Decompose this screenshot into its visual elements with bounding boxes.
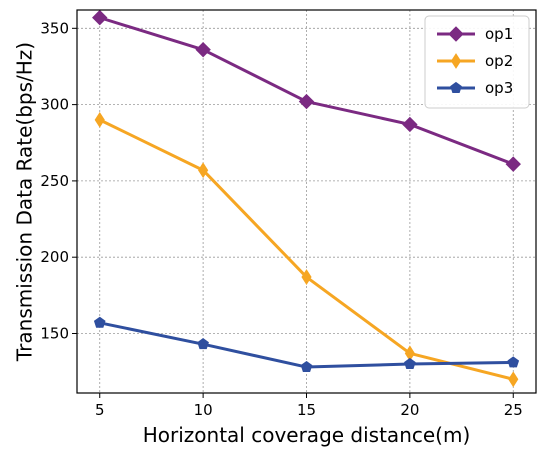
y-tick-label: 250 xyxy=(40,172,69,190)
data-point-op1 xyxy=(298,93,315,110)
series-line-op3 xyxy=(99,321,514,369)
y-axis-label: Transmission Data Rate(bps/Hz) xyxy=(13,42,37,362)
data-point-op3 xyxy=(404,357,416,369)
x-tick-label: 10 xyxy=(194,401,213,419)
series-op2 xyxy=(94,111,519,388)
legend-box xyxy=(424,15,530,109)
data-point-op1 xyxy=(505,156,521,172)
data-point-op3 xyxy=(507,356,520,368)
legend-marker-op3 xyxy=(450,81,462,93)
data-point-op3 xyxy=(300,360,313,373)
series-layer xyxy=(92,9,521,388)
data-point-op1 xyxy=(195,41,211,58)
x-tick-label: 25 xyxy=(504,401,523,419)
data-point-op3 xyxy=(197,338,209,350)
data-point-op1 xyxy=(92,9,108,26)
series-op3 xyxy=(93,316,520,373)
legend-label-op2: op2 xyxy=(485,52,513,70)
legend-label-op3: op3 xyxy=(485,79,513,97)
data-point-op2 xyxy=(198,162,209,179)
series-op1 xyxy=(92,9,521,172)
x-tick-label: 15 xyxy=(297,401,316,419)
y-tick-label: 300 xyxy=(40,96,69,114)
legend-label-op1: op1 xyxy=(485,25,513,43)
data-point-op2 xyxy=(508,371,519,388)
data-point-op3 xyxy=(93,316,106,328)
data-point-op2 xyxy=(94,111,105,128)
legend-marker-op2 xyxy=(450,53,462,69)
y-tick-label: 200 xyxy=(40,248,69,266)
y-tick-label: 350 xyxy=(40,19,69,37)
y-axis-ticks: 150 200 250 300 350 xyxy=(40,19,77,342)
legend: op1 op2 op3 xyxy=(424,15,530,109)
x-tick-label: 20 xyxy=(400,401,419,419)
x-axis-ticks: 5 10 15 20 25 xyxy=(95,393,523,419)
legend-marker-op1 xyxy=(448,26,464,42)
y-tick-label: 150 xyxy=(40,324,69,342)
x-tick-label: 5 xyxy=(95,401,105,419)
data-point-op1 xyxy=(402,116,418,133)
data-point-op2 xyxy=(301,269,312,285)
x-axis-label: Horizontal coverage distance(m) xyxy=(143,423,471,447)
